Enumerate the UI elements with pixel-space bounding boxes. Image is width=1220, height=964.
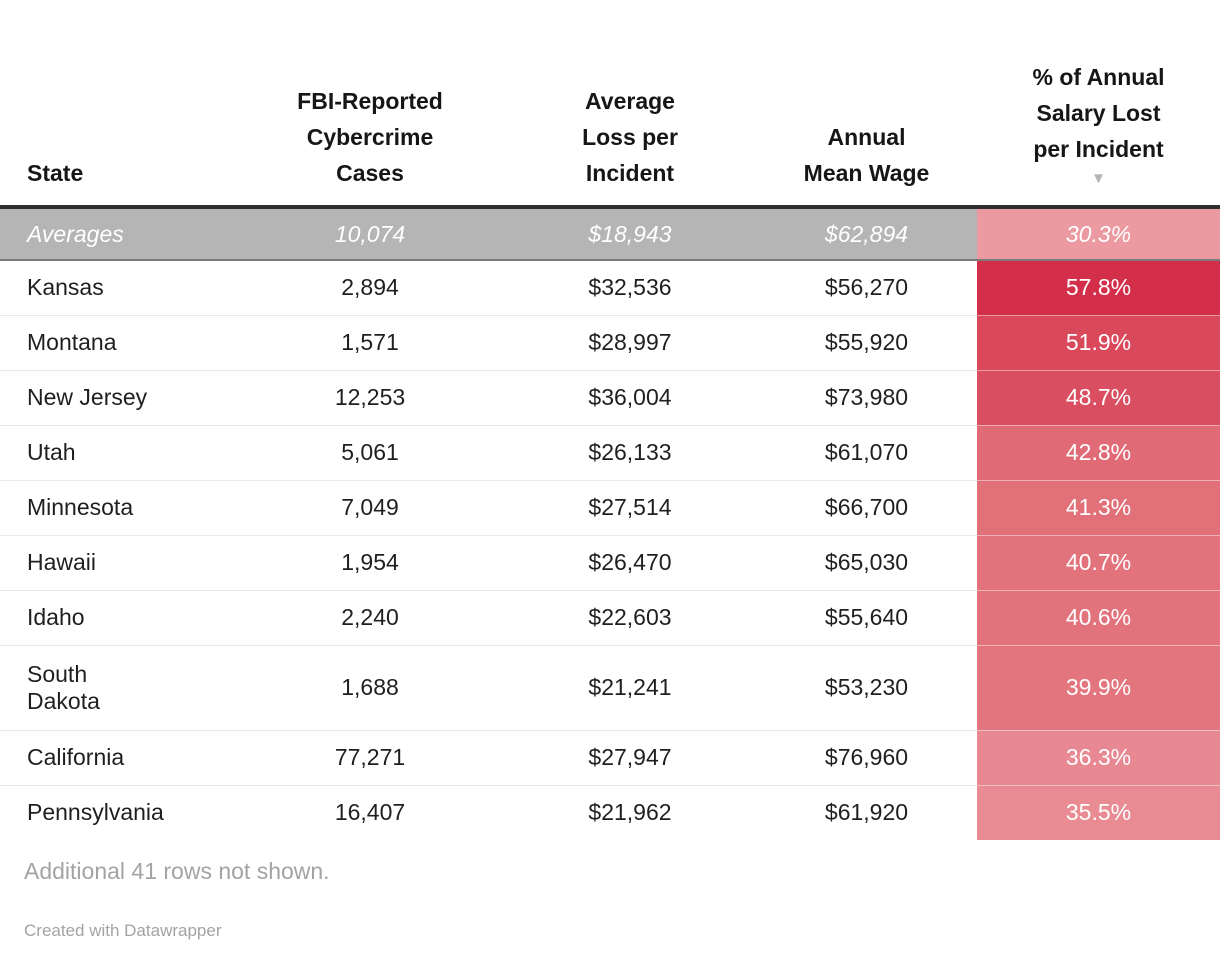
loss-cell: $27,514 <box>490 479 770 535</box>
wage-cell: $76,960 <box>770 729 977 785</box>
loss-cell: $32,536 <box>490 259 770 315</box>
cases-cell: 77,271 <box>250 729 490 785</box>
header-mean-wage[interactable]: Annual Mean Wage <box>770 0 977 209</box>
pct-cell: 39.9% <box>977 644 1220 730</box>
pct-cell: 36.3% <box>977 729 1220 785</box>
wage-cell: $55,640 <box>770 589 977 645</box>
loss-cell: $22,603 <box>490 589 770 645</box>
pct-cell: 57.8% <box>977 259 1220 315</box>
state-cell: Minnesota <box>0 479 250 535</box>
pct-cell: 30.3% <box>977 207 1220 260</box>
pct-cell: 42.8% <box>977 424 1220 480</box>
wage-cell: $53,230 <box>770 644 977 730</box>
cybercrime-table: State FBI-Reported Cybercrime Cases Aver… <box>0 0 1220 840</box>
loss-cell: $21,962 <box>490 784 770 840</box>
header-pct-label: % of Annual Salary Lost per Incident <box>1032 64 1165 162</box>
table-row: Idaho 2,240 $22,603 $55,640 40.6% <box>0 589 1220 645</box>
state-cell: New Jersey <box>0 369 250 425</box>
header-avg-loss[interactable]: Average Loss per Incident <box>490 0 770 209</box>
sort-desc-icon: ▼ <box>1091 170 1106 187</box>
table-row: Minnesota 7,049 $27,514 $66,700 41.3% <box>0 479 1220 535</box>
loss-cell: $26,470 <box>490 534 770 590</box>
header-row: State FBI-Reported Cybercrime Cases Aver… <box>0 0 1220 209</box>
wage-cell: $56,270 <box>770 259 977 315</box>
table-row: California 77,271 $27,947 $76,960 36.3% <box>0 729 1220 785</box>
cases-cell: 2,894 <box>250 259 490 315</box>
cases-cell: 1,571 <box>250 314 490 370</box>
loss-cell: $18,943 <box>490 207 770 260</box>
datawrapper-credit: Created with Datawrapper <box>24 921 222 940</box>
pct-cell: 51.9% <box>977 314 1220 370</box>
state-cell: Montana <box>0 314 250 370</box>
state-cell: California <box>0 729 250 785</box>
pct-cell: 40.6% <box>977 589 1220 645</box>
pct-cell: 48.7% <box>977 369 1220 425</box>
header-cases[interactable]: FBI-Reported Cybercrime Cases <box>250 0 490 209</box>
state-cell: Utah <box>0 424 250 480</box>
state-cell: Hawaii <box>0 534 250 590</box>
state-cell: South Dakota <box>0 644 250 730</box>
wage-cell: $73,980 <box>770 369 977 425</box>
cases-cell: 1,688 <box>250 644 490 730</box>
state-cell: Kansas <box>0 259 250 315</box>
table-row: Hawaii 1,954 $26,470 $65,030 40.7% <box>0 534 1220 590</box>
wage-cell: $65,030 <box>770 534 977 590</box>
table-row: Kansas 2,894 $32,536 $56,270 57.8% <box>0 259 1220 315</box>
wage-cell: $66,700 <box>770 479 977 535</box>
state-cell: Idaho <box>0 589 250 645</box>
table-row: South Dakota 1,688 $21,241 $53,230 39.9% <box>0 644 1220 730</box>
cases-cell: 10,074 <box>250 207 490 260</box>
cases-cell: 2,240 <box>250 589 490 645</box>
table-row: Pennsylvania 16,407 $21,962 $61,920 35.5… <box>0 784 1220 840</box>
state-cell: Pennsylvania <box>0 784 250 840</box>
loss-cell: $26,133 <box>490 424 770 480</box>
wage-cell: $55,920 <box>770 314 977 370</box>
rows-not-shown-note: Additional 41 rows not shown. <box>24 858 330 884</box>
cases-cell: 7,049 <box>250 479 490 535</box>
wage-cell: $61,920 <box>770 784 977 840</box>
loss-cell: $28,997 <box>490 314 770 370</box>
state-cell: Averages <box>0 207 250 260</box>
pct-cell: 40.7% <box>977 534 1220 590</box>
cases-cell: 1,954 <box>250 534 490 590</box>
table-row: Montana 1,571 $28,997 $55,920 51.9% <box>0 314 1220 370</box>
cases-cell: 12,253 <box>250 369 490 425</box>
pct-cell: 41.3% <box>977 479 1220 535</box>
header-pct-salary-lost[interactable]: % of Annual Salary Lost per Incident ▼ <box>977 0 1220 209</box>
averages-row: Averages 10,074 $18,943 $62,894 30.3% <box>0 207 1220 260</box>
cases-cell: 16,407 <box>250 784 490 840</box>
pct-cell: 35.5% <box>977 784 1220 840</box>
cases-cell: 5,061 <box>250 424 490 480</box>
table-body: Averages 10,074 $18,943 $62,894 30.3% Ka… <box>0 207 1220 840</box>
wage-cell: $61,070 <box>770 424 977 480</box>
wage-cell: $62,894 <box>770 207 977 260</box>
loss-cell: $36,004 <box>490 369 770 425</box>
table-row: New Jersey 12,253 $36,004 $73,980 48.7% <box>0 369 1220 425</box>
table-row: Utah 5,061 $26,133 $61,070 42.8% <box>0 424 1220 480</box>
loss-cell: $27,947 <box>490 729 770 785</box>
loss-cell: $21,241 <box>490 644 770 730</box>
header-state[interactable]: State <box>0 0 250 209</box>
